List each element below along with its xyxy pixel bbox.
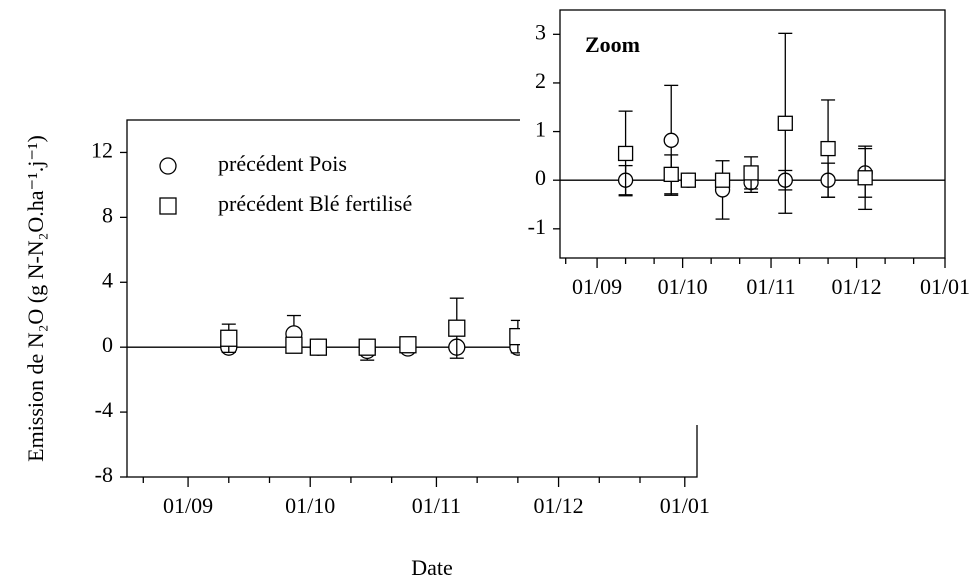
y-tick-label: 0 <box>535 165 546 190</box>
legend-label: précédent Pois <box>218 151 347 176</box>
x-tick-label: 01/11 <box>412 493 461 518</box>
y-tick-label: 12 <box>91 138 113 163</box>
plot-frame <box>559 9 946 259</box>
x-tick-label: 01/12 <box>534 493 584 518</box>
x-tick-label: 01/09 <box>163 493 213 518</box>
y-tick-label: 0 <box>102 332 113 357</box>
legend-marker <box>159 157 177 175</box>
marker-square <box>285 336 303 354</box>
marker-square <box>820 140 836 157</box>
marker-square <box>714 172 731 188</box>
marker-square <box>399 336 417 354</box>
inset-title: Zoom <box>585 32 640 57</box>
marker-square <box>448 319 466 337</box>
x-axis-label: Date <box>411 555 453 580</box>
marker-square <box>358 338 376 356</box>
marker-square <box>663 166 679 183</box>
y-tick-label: -4 <box>95 397 113 422</box>
y-tick-label: 3 <box>535 19 546 44</box>
marker-square <box>743 165 759 181</box>
x-tick-label: 01/09 <box>572 274 622 299</box>
legend-marker <box>159 197 177 215</box>
x-tick-label: 01/10 <box>658 274 708 299</box>
legend-label: précédent Blé fertilisé <box>218 191 412 216</box>
y-tick-label: 2 <box>535 68 546 93</box>
x-tick-label: 01/01 <box>920 274 970 299</box>
marker-square <box>617 145 634 162</box>
y-axis-label: Emission de N₂O (g N-N₂O.ha⁻¹.j⁻¹) <box>23 135 48 462</box>
x-tick-label: 01/11 <box>746 274 795 299</box>
marker-square <box>220 329 238 347</box>
marker-circle <box>663 132 679 148</box>
x-tick-label: 01/12 <box>832 274 882 299</box>
marker-square <box>309 338 328 356</box>
marker-square <box>857 170 873 186</box>
marker-square <box>680 172 696 188</box>
y-tick-label: -8 <box>95 462 113 487</box>
y-tick-label: -1 <box>528 214 546 239</box>
y-tick-label: 1 <box>535 117 546 142</box>
x-tick-label: 01/01 <box>660 493 710 518</box>
marker-square <box>777 115 793 131</box>
x-tick-label: 01/10 <box>285 493 335 518</box>
y-tick-label: 4 <box>102 267 113 292</box>
y-tick-label: 8 <box>102 202 113 227</box>
